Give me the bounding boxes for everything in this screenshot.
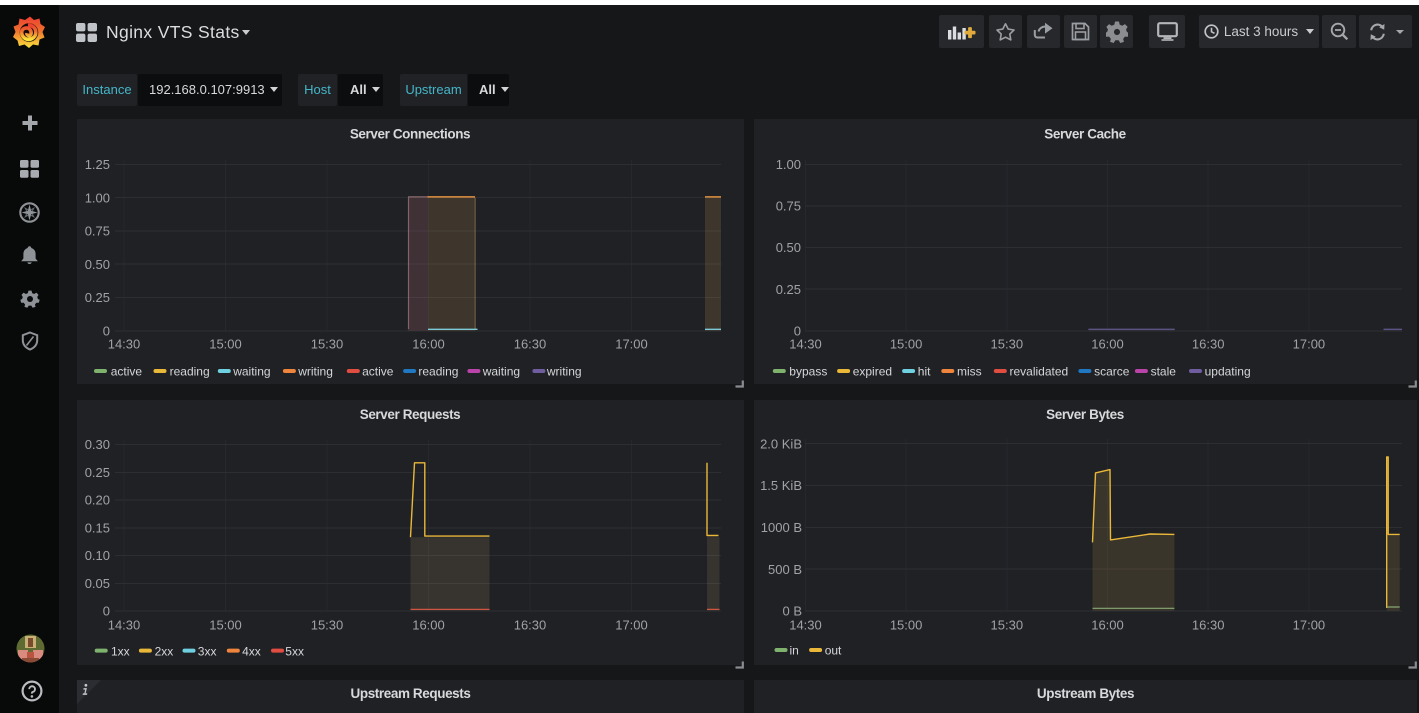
- svg-text:expired: expired: [853, 365, 892, 379]
- svg-text:14:30: 14:30: [789, 337, 822, 352]
- svg-text:15:00: 15:00: [890, 618, 923, 633]
- svg-text:reading: reading: [418, 365, 458, 379]
- svg-text:14:30: 14:30: [108, 618, 141, 633]
- svg-text:0.10: 0.10: [85, 548, 110, 563]
- svg-text:0.20: 0.20: [85, 493, 110, 508]
- svg-text:Server Requests: Server Requests: [360, 407, 461, 422]
- svg-text:0: 0: [103, 324, 110, 339]
- svg-text:1.25: 1.25: [85, 157, 110, 172]
- svg-text:Server Cache: Server Cache: [1044, 127, 1126, 142]
- svg-text:15:00: 15:00: [890, 337, 923, 352]
- svg-text:16:30: 16:30: [514, 618, 547, 633]
- svg-text:scarce: scarce: [1094, 365, 1130, 379]
- svg-text:17:00: 17:00: [615, 618, 648, 633]
- svg-text:1000 B: 1000 B: [761, 520, 802, 535]
- svg-text:0.05: 0.05: [85, 576, 110, 591]
- svg-text:500 B: 500 B: [768, 562, 802, 577]
- svg-text:waiting: waiting: [232, 365, 270, 379]
- svg-text:16:30: 16:30: [1192, 618, 1225, 633]
- svg-text:0.50: 0.50: [85, 257, 110, 272]
- svg-text:16:30: 16:30: [514, 337, 547, 352]
- svg-text:2xx: 2xx: [155, 644, 174, 658]
- svg-text:active: active: [362, 365, 394, 379]
- svg-text:16:00: 16:00: [1091, 618, 1124, 633]
- svg-text:miss: miss: [957, 365, 982, 379]
- svg-text:15:30: 15:30: [991, 337, 1024, 352]
- svg-text:waiting: waiting: [482, 365, 520, 379]
- svg-text:15:30: 15:30: [311, 618, 344, 633]
- svg-text:16:30: 16:30: [1192, 337, 1225, 352]
- svg-text:writing: writing: [546, 365, 582, 379]
- svg-text:14:30: 14:30: [789, 618, 822, 633]
- svg-text:16:00: 16:00: [412, 337, 445, 352]
- svg-text:out: out: [825, 644, 842, 658]
- svg-text:17:00: 17:00: [1293, 337, 1326, 352]
- svg-text:0.75: 0.75: [85, 224, 110, 239]
- svg-text:in: in: [790, 644, 799, 658]
- svg-text:16:00: 16:00: [412, 618, 445, 633]
- svg-text:1xx: 1xx: [111, 644, 130, 658]
- svg-text:2.0 KiB: 2.0 KiB: [760, 436, 802, 451]
- svg-text:writing: writing: [297, 365, 333, 379]
- svg-text:0: 0: [794, 324, 801, 339]
- svg-text:hit: hit: [918, 365, 931, 379]
- svg-text:revalidated: revalidated: [1010, 365, 1069, 379]
- svg-text:0.25: 0.25: [776, 282, 801, 297]
- svg-text:3xx: 3xx: [198, 644, 217, 658]
- svg-text:0.15: 0.15: [85, 520, 110, 535]
- svg-text:updating: updating: [1205, 365, 1251, 379]
- svg-text:1.5 KiB: 1.5 KiB: [760, 478, 802, 493]
- svg-text:16:00: 16:00: [1091, 337, 1124, 352]
- svg-text:15:30: 15:30: [991, 618, 1024, 633]
- svg-text:stale: stale: [1151, 365, 1177, 379]
- svg-text:0: 0: [103, 604, 110, 619]
- svg-text:0.50: 0.50: [776, 240, 801, 255]
- svg-text:5xx: 5xx: [285, 644, 304, 658]
- svg-text:15:30: 15:30: [311, 337, 344, 352]
- svg-text:0.25: 0.25: [85, 290, 110, 305]
- svg-text:17:00: 17:00: [1293, 618, 1326, 633]
- svg-text:Server Connections: Server Connections: [350, 127, 470, 142]
- svg-text:0.75: 0.75: [776, 199, 801, 214]
- svg-text:reading: reading: [170, 365, 210, 379]
- svg-text:15:00: 15:00: [209, 618, 242, 633]
- svg-text:1.00: 1.00: [776, 157, 801, 172]
- svg-text:17:00: 17:00: [615, 337, 648, 352]
- svg-text:0 B: 0 B: [782, 604, 802, 619]
- svg-text:15:00: 15:00: [209, 337, 242, 352]
- svg-text:14:30: 14:30: [108, 337, 141, 352]
- svg-text:0.25: 0.25: [85, 465, 110, 480]
- svg-text:bypass: bypass: [789, 365, 827, 379]
- svg-text:1.00: 1.00: [85, 190, 110, 205]
- svg-text:active: active: [111, 365, 143, 379]
- svg-text:0.30: 0.30: [85, 437, 110, 452]
- svg-text:4xx: 4xx: [242, 644, 261, 658]
- svg-text:Server Bytes: Server Bytes: [1046, 407, 1124, 422]
